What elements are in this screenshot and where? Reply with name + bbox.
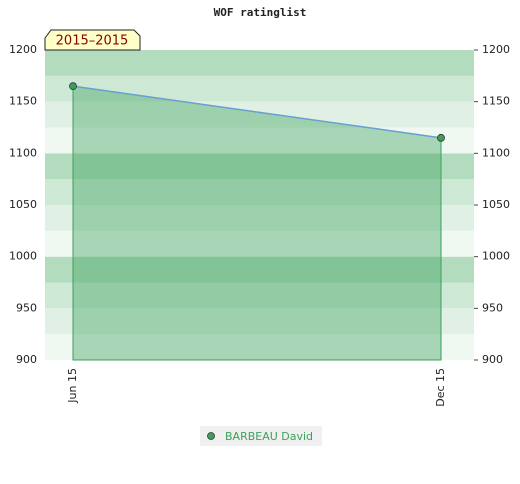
x-tick-label: Jun 15 (66, 368, 79, 404)
point (69, 82, 77, 91)
y2-tick-label: 1000 (482, 250, 510, 263)
legend-marker (207, 432, 215, 440)
y2-tick-label: 900 (482, 353, 503, 366)
grid-band (45, 205, 474, 231)
x-tick-label: Dec 15 (434, 368, 447, 407)
grid-band (45, 50, 474, 76)
grid-band (45, 308, 474, 335)
chart-title: WOF ratinglist (214, 6, 307, 19)
grid-band (45, 334, 474, 360)
grid-band (45, 256, 474, 283)
legend-label: BARBEAU David (225, 430, 313, 443)
point (437, 133, 445, 142)
y-tick-label: 950 (16, 301, 37, 314)
grid-band (45, 75, 474, 102)
period-tag (44, 29, 141, 51)
line (72, 85, 442, 139)
y-tick-label: 1150 (9, 95, 37, 108)
grid-band (45, 282, 474, 309)
y-tick-label: 1000 (9, 250, 37, 263)
y2-tick-label: 1050 (482, 198, 510, 211)
grid-band (45, 101, 474, 128)
plot-area (45, 50, 474, 360)
y2-tick-label: 950 (482, 301, 503, 314)
y2-tick-label: 1150 (482, 95, 510, 108)
y2-tick-label: 1200 (482, 43, 510, 56)
y2-tick-label: 1100 (482, 146, 510, 159)
y-tick-label: 1100 (9, 146, 37, 159)
period-label: 2015–2015 (56, 34, 129, 49)
y-tick-label: 900 (16, 353, 37, 366)
y-tick-label: 1050 (9, 198, 37, 211)
grid-band (45, 153, 474, 180)
grid-band (45, 230, 474, 257)
grid-band (45, 179, 474, 205)
legend-box (200, 426, 322, 446)
y-tick-label: 1200 (9, 43, 37, 56)
